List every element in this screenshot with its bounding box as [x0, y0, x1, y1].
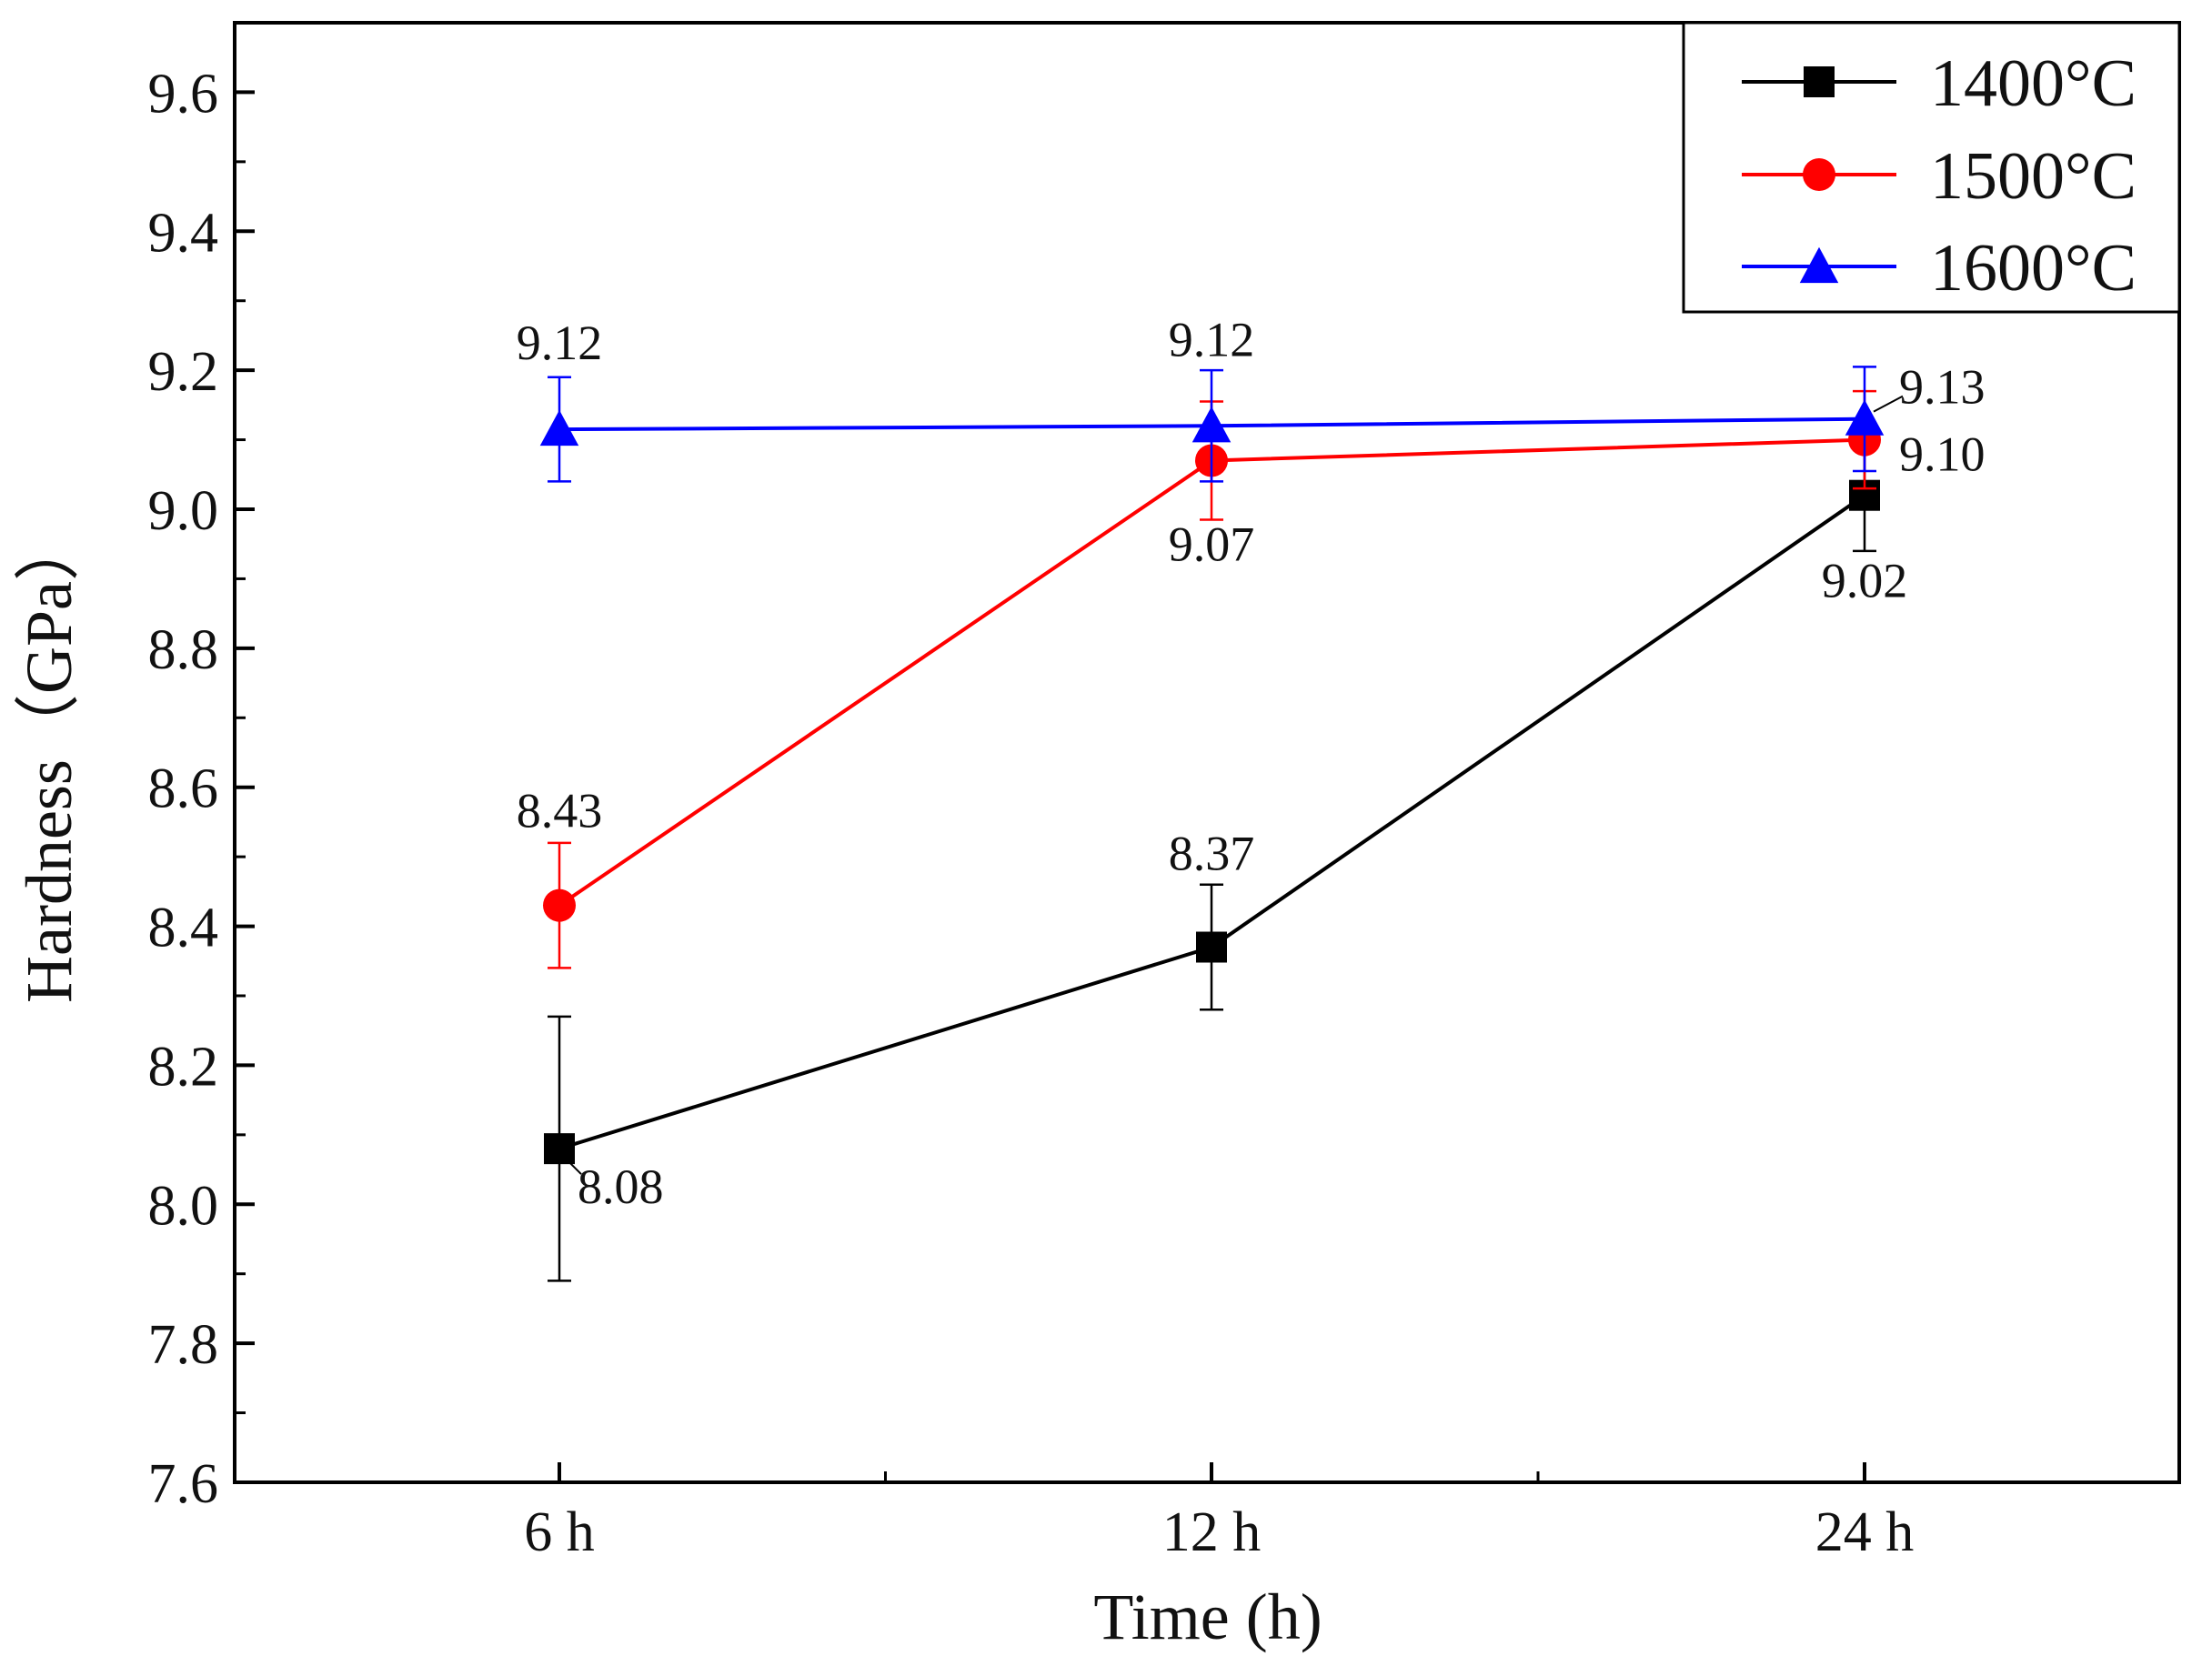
legend-marker	[1799, 246, 1839, 284]
y-tick-label: 7.6	[148, 1453, 219, 1515]
legend-item-1600°C: 1600°C	[1742, 231, 2137, 306]
y-axis-title: Hardness（GPa）	[13, 516, 85, 1003]
y-tick-label: 9.0	[148, 480, 219, 542]
series-1600°C	[539, 366, 1885, 483]
y-tick-label: 8.8	[148, 619, 219, 681]
data-label: 9.12	[1169, 312, 1255, 366]
x-axis-title: Time (h)	[1093, 1581, 1322, 1653]
x-axis: 6 h 12 h 24 h	[524, 1462, 1914, 1563]
legend-marker	[1804, 66, 1835, 97]
legend-label: 1400°C	[1930, 46, 2137, 121]
series-layer	[539, 366, 1885, 1282]
y-tick-label: 8.0	[148, 1175, 219, 1237]
legend-box	[1682, 21, 2181, 314]
data-label: 8.37	[1169, 827, 1255, 881]
x-tick-label: 24 h	[1815, 1501, 1915, 1563]
legend-label: 1600°C	[1930, 231, 2137, 306]
legend-label: 1500°C	[1930, 139, 2137, 214]
data-point	[1845, 399, 1885, 436]
data-label: 8.43	[517, 784, 603, 838]
legend-item-1400°C: 1400°C	[1742, 46, 2137, 121]
data-label: 9.13	[1899, 360, 1986, 415]
y-tick-label: 8.4	[148, 898, 219, 959]
legend: 1400°C 1500°C 1600°C	[1682, 21, 2181, 314]
y-tick-label: 9.6	[148, 63, 219, 125]
data-label: 9.02	[1822, 554, 1908, 608]
data-label: 9.10	[1899, 427, 1986, 482]
y-tick-label: 9.2	[148, 341, 219, 403]
series-1400°C	[544, 438, 1880, 1282]
data-point	[539, 409, 579, 447]
data-label: 9.12	[517, 316, 603, 370]
data-point	[544, 1133, 575, 1165]
y-tick-label: 9.4	[148, 202, 219, 264]
x-tick-label: 6 h	[524, 1501, 595, 1563]
y-axis: 7.6 7.8 8.0 8.2 8.4 8.6 8.8 9.0 9.2 9.4 9.6	[148, 63, 255, 1515]
y-tick-label: 7.8	[148, 1314, 219, 1376]
data-label: 8.08	[578, 1159, 664, 1214]
data-label-layer: 8.08 8.37 9.02 8.43 9.07 9.10 9.12 9.12 9.13	[517, 312, 1986, 1214]
y-tick-label: 8.2	[148, 1036, 219, 1098]
y-tick-label: 8.6	[148, 758, 219, 820]
data-point	[1196, 931, 1227, 963]
legend-marker	[1803, 158, 1835, 191]
data-point	[1191, 406, 1232, 443]
label-leader-line	[1873, 395, 1904, 413]
label-leader-line	[568, 1160, 582, 1175]
legend-item-1500°C: 1500°C	[1742, 139, 2137, 214]
data-label: 9.07	[1169, 517, 1255, 572]
x-tick-label: 12 h	[1162, 1501, 1262, 1563]
data-point	[543, 888, 576, 922]
